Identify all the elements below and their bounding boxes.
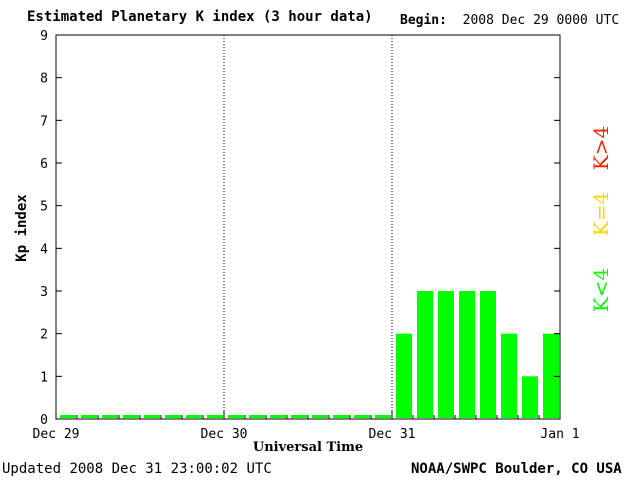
kp-bar	[228, 415, 244, 418]
y-tick-label: 7	[40, 114, 48, 129]
x-tick-label: Dec 30	[201, 427, 248, 442]
kp-bar	[291, 415, 307, 418]
kp-bar	[207, 415, 223, 418]
kp-bar	[102, 415, 118, 418]
updated-label: Updated	[2, 461, 62, 477]
x-tick-label: Jan 1	[540, 427, 579, 442]
updated-info: Updated 2008 Dec 31 23:00:02 UTC	[2, 461, 272, 477]
kp-bar	[375, 415, 391, 418]
y-axis-label: Kp index	[14, 194, 30, 262]
y-tick-label: 2	[40, 328, 48, 343]
begin-info: Begin: 2008 Dec 29 0000 UTC	[400, 13, 619, 28]
updated-value: 2008 Dec 31 23:00:02 UTC	[69, 461, 272, 477]
kp-bar	[333, 415, 349, 418]
y-tick-label: 8	[40, 72, 48, 87]
chart-title: Estimated Planetary K index (3 hour data…	[27, 9, 373, 25]
kp-bar	[249, 415, 265, 418]
kp-bar	[459, 291, 475, 418]
kp-bar	[480, 291, 496, 418]
kp-bar	[270, 415, 286, 418]
y-tick-label: 6	[40, 157, 48, 172]
y-tick-label: 4	[40, 242, 48, 257]
x-tick-label: Dec 31	[369, 427, 416, 442]
kp-bar	[396, 333, 412, 418]
kp-bar	[543, 333, 559, 418]
kp-bar	[522, 376, 538, 418]
grid-layer	[223, 35, 393, 419]
legend-k-greater-4: K>4	[589, 125, 613, 171]
x-tick-label: Dec 29	[33, 427, 80, 442]
kp-bar	[165, 415, 181, 418]
kp-bar	[501, 333, 517, 418]
y-tick-label: 9	[40, 29, 48, 44]
kp-bar	[186, 415, 202, 418]
kp-bar	[417, 291, 433, 418]
y-tick-label: 1	[40, 370, 48, 385]
legend-k-less-4: K<4	[589, 267, 613, 313]
axes-layer	[55, 34, 561, 420]
kp-bar	[123, 415, 139, 418]
kp-bar	[60, 415, 76, 418]
x-axis-label: Universal Time	[252, 440, 364, 455]
labels-layer: 0 1 2 3 4 5 6 7 8 9 Dec 29 Dec 30 Dec 31 Jan 1	[33, 29, 580, 442]
y-tick-label: 5	[40, 200, 48, 215]
kp-bar	[354, 415, 370, 418]
kp-bar	[81, 415, 97, 418]
y-tick-label: 3	[40, 285, 48, 300]
legend-k-equal-4: K=4	[589, 191, 613, 237]
kp-bar	[438, 291, 454, 418]
bars-layer	[60, 291, 559, 418]
kp-bar	[144, 415, 160, 418]
begin-label: Begin:	[400, 13, 447, 28]
kp-bar	[312, 415, 328, 418]
y-tick-label: 0	[40, 413, 48, 428]
begin-value: 2008 Dec 29 0000 UTC	[462, 13, 620, 28]
credit-text: NOAA/SWPC Boulder, CO USA	[411, 461, 622, 477]
